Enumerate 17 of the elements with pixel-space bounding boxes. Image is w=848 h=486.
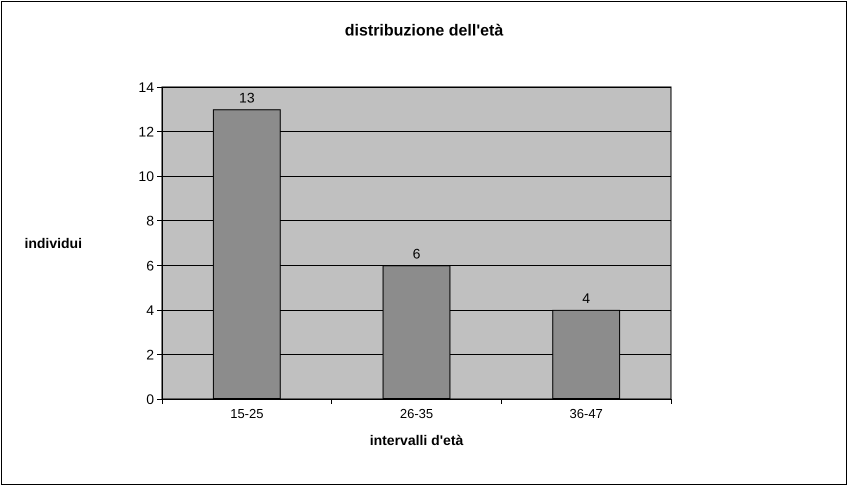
chart-title: distribuzione dell'età xyxy=(344,22,504,40)
data-label: 13 xyxy=(239,89,255,106)
x-tick-label: 15-25 xyxy=(230,406,264,421)
y-tick-label: 14 xyxy=(138,79,154,95)
data-label: 4 xyxy=(582,290,590,306)
y-tick-label: 10 xyxy=(138,168,154,184)
y-tick-label: 2 xyxy=(146,346,154,362)
x-tick-label: 26-35 xyxy=(400,406,434,421)
y-tick-label: 6 xyxy=(146,257,154,274)
data-label: 6 xyxy=(412,245,421,262)
y-tick-label: 8 xyxy=(146,212,154,229)
y-tick-label: 12 xyxy=(138,124,154,140)
x-axis-title: intervalli d'età xyxy=(370,432,464,448)
y-tick-label: 4 xyxy=(146,302,154,318)
x-tick-label: 36-47 xyxy=(570,406,603,421)
y-axis-title: individui xyxy=(24,235,82,251)
y-tick-label: 0 xyxy=(146,391,154,407)
